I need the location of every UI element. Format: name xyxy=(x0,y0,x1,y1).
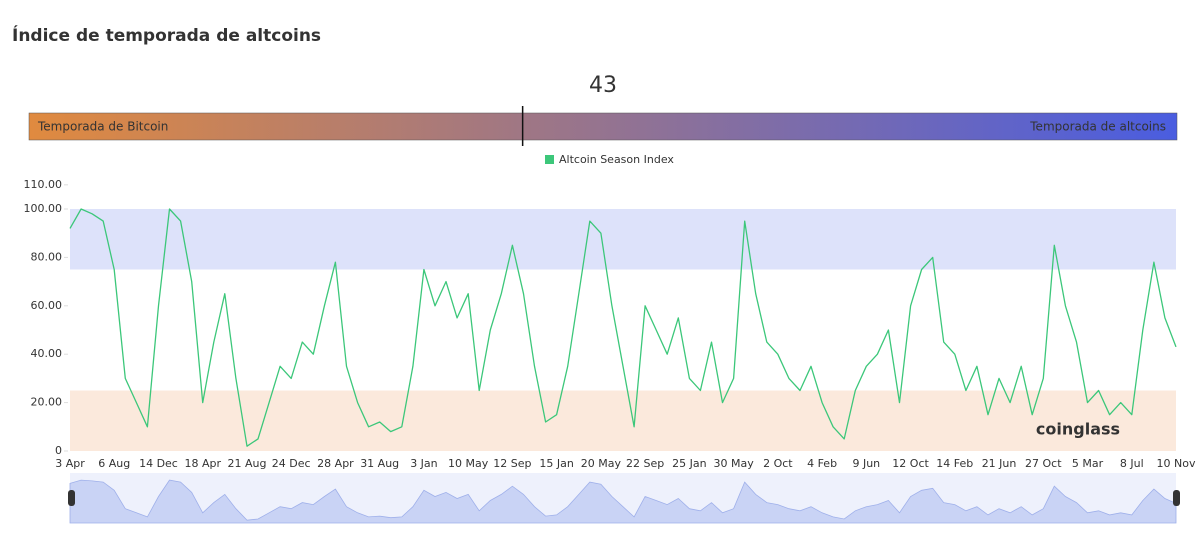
x-tick-label: 15 Jan xyxy=(539,457,573,470)
x-tick-label: 10 May xyxy=(448,457,489,470)
x-tick-label: 24 Dec xyxy=(272,457,311,470)
band xyxy=(70,209,1176,270)
x-tick-label: 9 Jun xyxy=(852,457,880,470)
x-tick-label: 21 Aug xyxy=(227,457,266,470)
x-tick-label: 20 May xyxy=(581,457,622,470)
y-tick-label: 40.00 xyxy=(31,347,63,360)
x-tick-label: 28 Apr xyxy=(317,457,354,470)
x-tick-label: 4 Feb xyxy=(807,457,837,470)
x-tick-label: 8 Jul xyxy=(1120,457,1144,470)
navigator-area xyxy=(69,479,1177,524)
legend-swatch xyxy=(545,155,554,164)
x-tick-label: 22 Sep xyxy=(626,457,664,470)
x-tick-label: 25 Jan xyxy=(672,457,706,470)
x-tick-label: 31 Aug xyxy=(360,457,399,470)
y-tick-label: 0 xyxy=(55,444,62,457)
navigator-handle[interactable] xyxy=(1173,490,1180,506)
x-tick-label: 18 Apr xyxy=(184,457,221,470)
x-tick-label: 12 Oct xyxy=(892,457,929,470)
y-tick-label: 80.00 xyxy=(31,250,63,263)
x-tick-label: 12 Sep xyxy=(493,457,531,470)
x-tick-label: 14 Dec xyxy=(139,457,178,470)
y-tick-label: 60.00 xyxy=(31,299,63,312)
x-tick-label: 2 Oct xyxy=(763,457,793,470)
x-tick-label: 3 Apr xyxy=(55,457,85,470)
gauge-value: 43 xyxy=(589,73,617,98)
x-tick-label: 6 Aug xyxy=(98,457,130,470)
band xyxy=(70,390,1176,451)
gauge-left-label: Temporada de Bitcoin xyxy=(37,120,168,134)
y-tick-label: 110.00 xyxy=(24,178,63,191)
y-tick-label: 100.00 xyxy=(24,202,63,215)
gauge-right-label: Temporada de altcoins xyxy=(1029,120,1166,134)
x-tick-label: 3 Jan xyxy=(410,457,437,470)
watermark: coinglass xyxy=(1036,420,1120,439)
gauge-bar xyxy=(28,112,1178,141)
navigator-handle[interactable] xyxy=(68,490,75,506)
x-tick-label: 27 Oct xyxy=(1025,457,1062,470)
series-line xyxy=(69,208,1177,447)
legend-label[interactable]: Altcoin Season Index xyxy=(559,153,674,166)
x-tick-label: 10 Nov xyxy=(1157,457,1196,470)
page-title: Índice de temporada de altcoins xyxy=(12,24,321,46)
x-tick-label: 14 Feb xyxy=(936,457,973,470)
x-tick-label: 30 May xyxy=(713,457,754,470)
x-tick-label: 21 Jun xyxy=(982,457,1017,470)
y-tick-label: 20.00 xyxy=(31,396,63,409)
x-tick-label: 5 Mar xyxy=(1072,457,1104,470)
